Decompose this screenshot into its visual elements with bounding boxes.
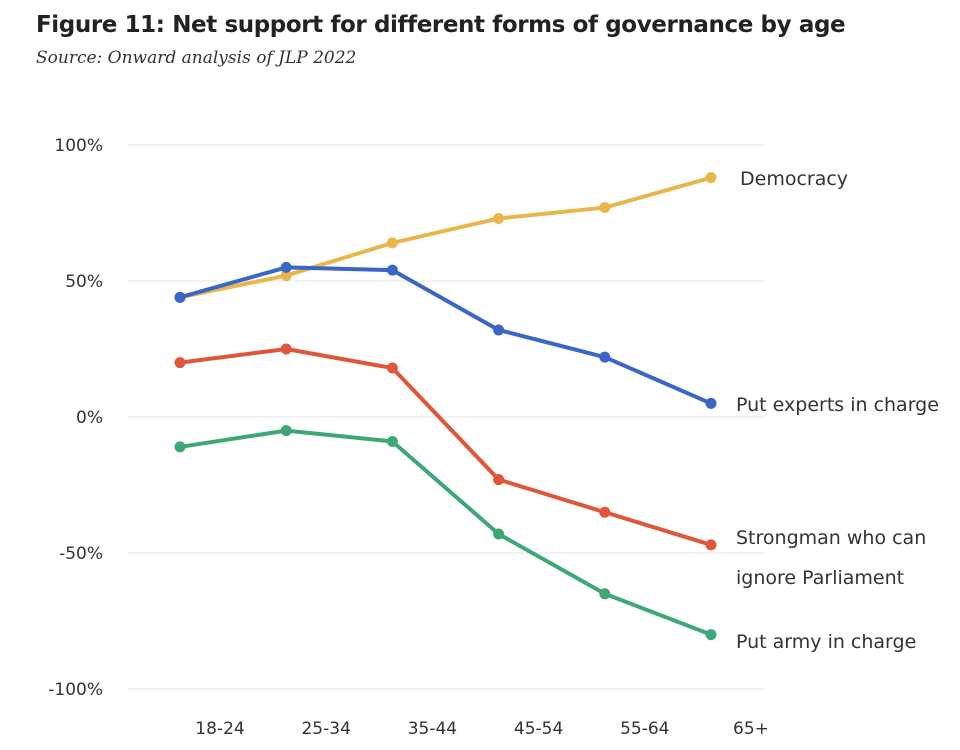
data-point [174, 291, 186, 303]
series-line [178, 428, 713, 637]
series-label: Put army in charge [736, 631, 916, 653]
data-point [174, 441, 186, 453]
series-label: Democracy [740, 168, 848, 190]
data-point [705, 539, 717, 551]
y-tick-label: 0% [76, 408, 103, 428]
x-tick-label: 45-54 [514, 719, 563, 739]
series-label: Strongman who can [736, 527, 926, 549]
chart-title: Figure 11: Net support for different for… [36, 12, 846, 38]
series-label: Put experts in charge [736, 394, 939, 416]
x-tick-label: 18-24 [195, 719, 244, 739]
chart-source: Source: Onward analysis of JLP 2022 [36, 48, 357, 68]
series-label: ignore Parliament [736, 567, 904, 589]
data-point [493, 212, 505, 224]
data-point [280, 425, 292, 437]
series-line [178, 347, 713, 547]
x-tick-label: 25-34 [301, 719, 350, 739]
data-point [599, 351, 611, 363]
data-point [493, 528, 505, 540]
x-tick-label: 55-64 [620, 719, 669, 739]
data-point [280, 270, 292, 282]
y-tick-label: 50% [65, 272, 103, 292]
data-point [386, 237, 398, 249]
data-point [599, 588, 611, 600]
data-point [705, 172, 717, 184]
series-group [174, 172, 717, 641]
data-point [705, 397, 717, 409]
series-3 [174, 425, 717, 641]
data-point [386, 362, 398, 374]
data-point [386, 264, 398, 276]
data-point [599, 202, 611, 214]
x-tick-label: 65+ [733, 719, 769, 739]
series-0 [174, 172, 717, 303]
y-axis-ticks: 100% 50% 0% -50% -100% [48, 136, 103, 700]
series-labels: Democracy Put experts in charge Strongman … [736, 168, 939, 653]
data-point [280, 343, 292, 355]
series-1 [174, 261, 717, 409]
series-line [178, 175, 713, 300]
data-point [174, 357, 186, 369]
data-point [493, 474, 505, 486]
series-line [178, 265, 713, 406]
data-point [599, 506, 611, 518]
x-axis-ticks: 18-24 25-34 35-44 45-54 55-64 65+ [195, 719, 769, 739]
series-2 [174, 343, 717, 551]
data-point [280, 261, 292, 273]
data-point [705, 629, 717, 641]
x-tick-label: 35-44 [408, 719, 457, 739]
data-point [386, 435, 398, 447]
data-point [493, 324, 505, 336]
gridlines [128, 144, 765, 690]
y-tick-label: -50% [59, 544, 103, 564]
y-tick-label: 100% [54, 136, 103, 156]
y-tick-label: -100% [48, 680, 103, 700]
